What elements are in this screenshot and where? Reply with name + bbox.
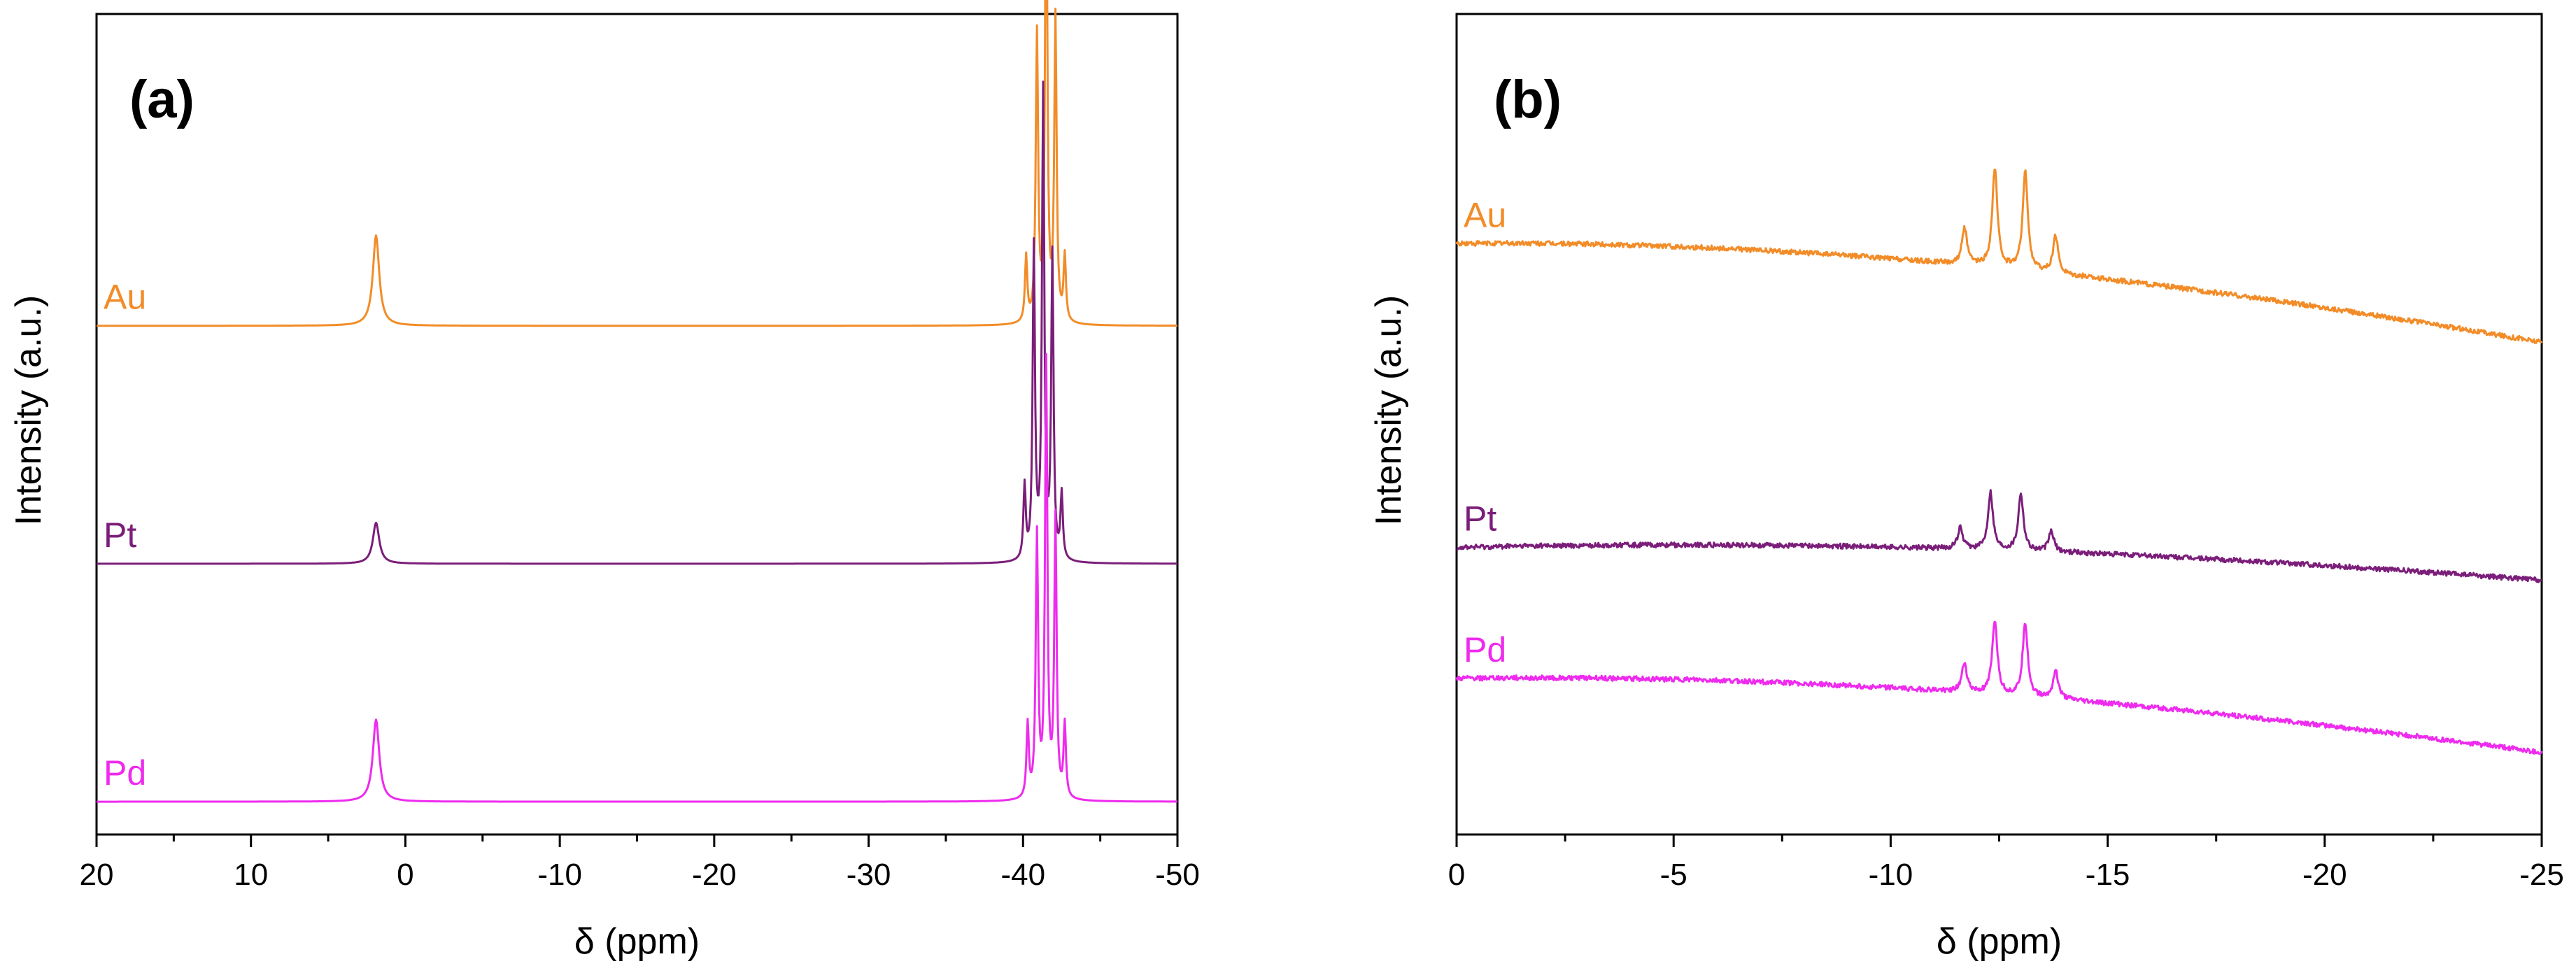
panel-label: (a) <box>129 70 194 129</box>
x-tick-label: 20 <box>80 858 114 892</box>
series-line-au <box>96 0 1178 327</box>
y-axis-title: Intensity (a.u.) <box>8 295 49 525</box>
series-line-pd <box>96 353 1178 803</box>
series-label-pd: Pd <box>1464 630 1506 669</box>
x-tick-label: -40 <box>1000 858 1045 892</box>
series-line-pt <box>96 80 1178 565</box>
series-label-au: Au <box>104 278 146 317</box>
y-axis-title: Intensity (a.u.) <box>1368 295 1409 525</box>
series-line-pd <box>1455 620 2543 755</box>
series-label-pt: Pt <box>104 516 136 555</box>
panel-label: (b) <box>1494 70 1562 129</box>
x-tick-label: -25 <box>2519 858 2564 892</box>
x-tick-label: 10 <box>234 858 268 892</box>
x-tick-label: 0 <box>1448 858 1465 892</box>
x-tick-label: -50 <box>1155 858 1200 892</box>
x-axis-title: δ (ppm) <box>1937 921 2062 962</box>
series-label-pd: Pd <box>104 753 146 793</box>
x-axis-title: δ (ppm) <box>574 921 700 962</box>
chart-panel-0: 20 10 0 -10 -20 -30 -40 -50 δ (ppm) Intensity (a.… <box>8 0 1200 962</box>
x-tick-label: -10 <box>1869 858 1913 892</box>
plot-frame <box>95 13 1179 836</box>
x-tick-label: -5 <box>1660 858 1687 892</box>
plot-frame <box>1455 13 2543 836</box>
x-tick-label: -15 <box>2086 858 2130 892</box>
x-tick-label: -30 <box>847 858 891 892</box>
x-tick-label: -10 <box>537 858 582 892</box>
series-label-au: Au <box>1464 195 1506 234</box>
x-tick-label: 0 <box>397 858 413 892</box>
series-label-pt: Pt <box>1464 499 1496 538</box>
x-tick-label: -20 <box>692 858 737 892</box>
series-line-pt <box>1456 489 2542 583</box>
x-tick-label: -20 <box>2302 858 2347 892</box>
series-line-au <box>1455 169 2543 344</box>
chart-panel-1: 0 -5 -10 -15 -20 -25 δ (ppm) Intensity (a.u.) (b… <box>1368 13 2564 962</box>
